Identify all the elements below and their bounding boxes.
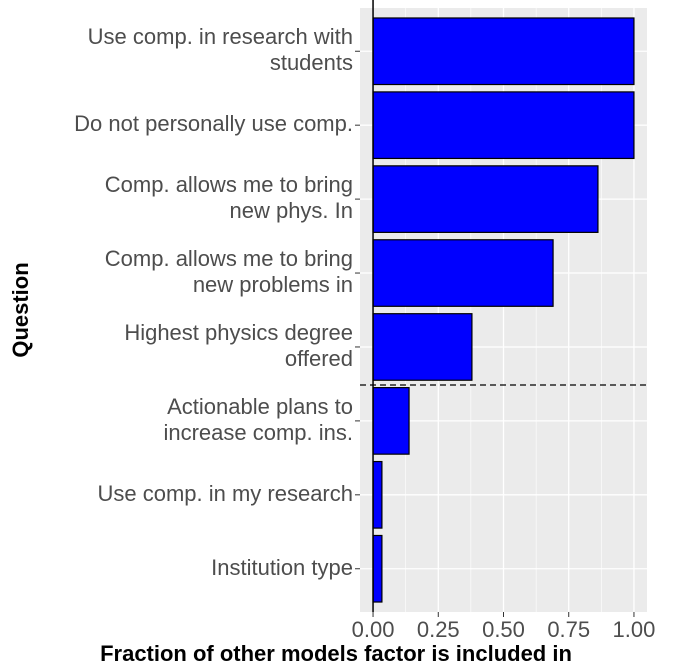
bar: [372, 313, 473, 381]
y-tick-label: Use comp. in my research: [97, 481, 353, 506]
x-axis-title: Fraction of other models factor is inclu…: [100, 641, 572, 666]
x-tick-label: 0.50: [482, 617, 525, 642]
y-tick-label: Do not personally use comp.: [74, 111, 353, 136]
y-tick-label: Institution type: [211, 555, 353, 580]
y-axis-title: Question: [8, 262, 33, 357]
bar: [372, 165, 599, 233]
bar: [372, 239, 554, 307]
bar: [372, 534, 383, 603]
y-tick-label: Highest physics degree offered: [124, 320, 353, 371]
x-tick-label: 0.75: [547, 617, 590, 642]
x-tick-label: 0.00: [352, 617, 395, 642]
y-tick-label: Use comp. in research with students: [88, 24, 353, 75]
x-tick-label: 1.00: [613, 617, 656, 642]
x-tick-label: 0.25: [417, 617, 460, 642]
y-tick-label: Comp. allows me to bring new phys. In: [105, 172, 353, 223]
y-tick-label: Actionable plans to increase comp. ins.: [163, 394, 353, 445]
bar: [372, 387, 410, 455]
bar: [372, 460, 383, 529]
bar: [372, 17, 635, 86]
bar: [372, 91, 635, 160]
y-tick-label: Comp. allows me to bring new problems in: [105, 246, 353, 297]
